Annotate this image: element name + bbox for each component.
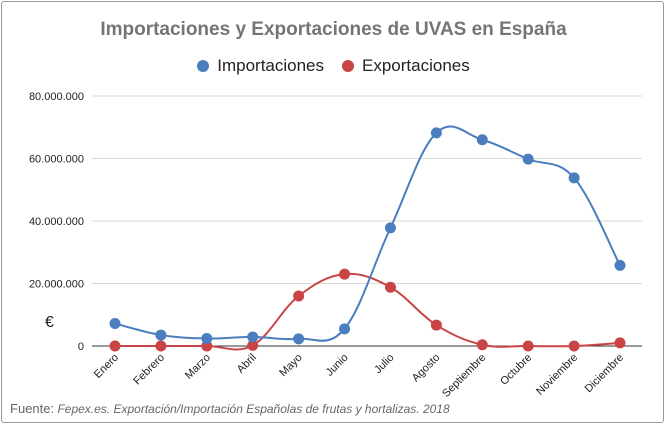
data-point-exportaciones <box>339 268 351 280</box>
data-point-importaciones <box>155 329 167 341</box>
y-tick-label: 80.000.000 <box>29 91 84 103</box>
y-tick-label: 60.000.000 <box>29 154 84 166</box>
chart-legend: Importaciones Exportaciones <box>0 56 667 76</box>
data-point-importaciones <box>293 333 305 345</box>
legend-label-exportaciones: Exportaciones <box>362 56 470 75</box>
legend-dot-exportaciones <box>342 60 355 72</box>
x-tick-label: Mayo <box>277 352 305 380</box>
x-tick-label: Junio <box>324 352 351 379</box>
x-tick-label: Abril <box>235 352 259 376</box>
x-tick-label: Noviembre <box>534 352 580 398</box>
x-tick-label: Febrero <box>131 352 167 388</box>
x-tick-label: Octubre <box>498 352 534 388</box>
legend-label-importaciones: Importaciones <box>217 56 325 75</box>
data-point-importaciones <box>430 127 442 139</box>
data-point-importaciones <box>247 331 259 343</box>
data-point-exportaciones <box>109 340 121 352</box>
source-text: Fepex.es. Exportación/Importación Españo… <box>57 402 450 416</box>
x-tick-label: Julio <box>372 352 396 376</box>
x-tick-label: Marzo <box>183 352 213 382</box>
y-axis-unit-label: € <box>45 314 54 331</box>
x-tick-label: Septiembre <box>440 352 488 400</box>
y-tick-label: 20.000.000 <box>29 279 84 291</box>
legend-dot-importaciones <box>197 60 210 72</box>
data-point-exportaciones <box>476 339 488 351</box>
data-point-importaciones <box>339 323 351 335</box>
data-point-importaciones <box>201 333 213 344</box>
data-point-importaciones <box>568 172 580 184</box>
x-tick-label: Enero <box>92 352 121 381</box>
data-point-importaciones <box>384 222 396 234</box>
data-point-exportaciones <box>247 339 259 351</box>
data-point-exportaciones <box>614 337 626 349</box>
data-point-exportaciones <box>293 290 305 302</box>
y-tick-label: 40.000.000 <box>29 216 84 228</box>
data-point-exportaciones <box>384 281 396 293</box>
data-point-exportaciones <box>522 340 534 352</box>
data-point-exportaciones <box>430 319 442 331</box>
x-tick-label: Agosto <box>410 352 443 385</box>
data-point-importaciones <box>522 153 534 165</box>
y-tick-label: 0 <box>78 341 84 353</box>
data-point-importaciones <box>109 318 121 329</box>
source-label: Fuente: <box>10 401 55 416</box>
legend-item-importaciones: Importaciones <box>197 56 324 76</box>
data-point-importaciones <box>614 259 626 271</box>
x-tick-label: Diciembre <box>583 352 626 395</box>
data-point-exportaciones <box>568 340 580 352</box>
data-point-exportaciones <box>155 340 167 352</box>
legend-item-exportaciones: Exportaciones <box>342 56 470 76</box>
data-point-importaciones <box>476 134 488 146</box>
chart-title: Importaciones y Exportaciones de UVAS en… <box>100 19 567 40</box>
source-note: Fuente: Fepex.es. Exportación/Importació… <box>10 401 450 416</box>
